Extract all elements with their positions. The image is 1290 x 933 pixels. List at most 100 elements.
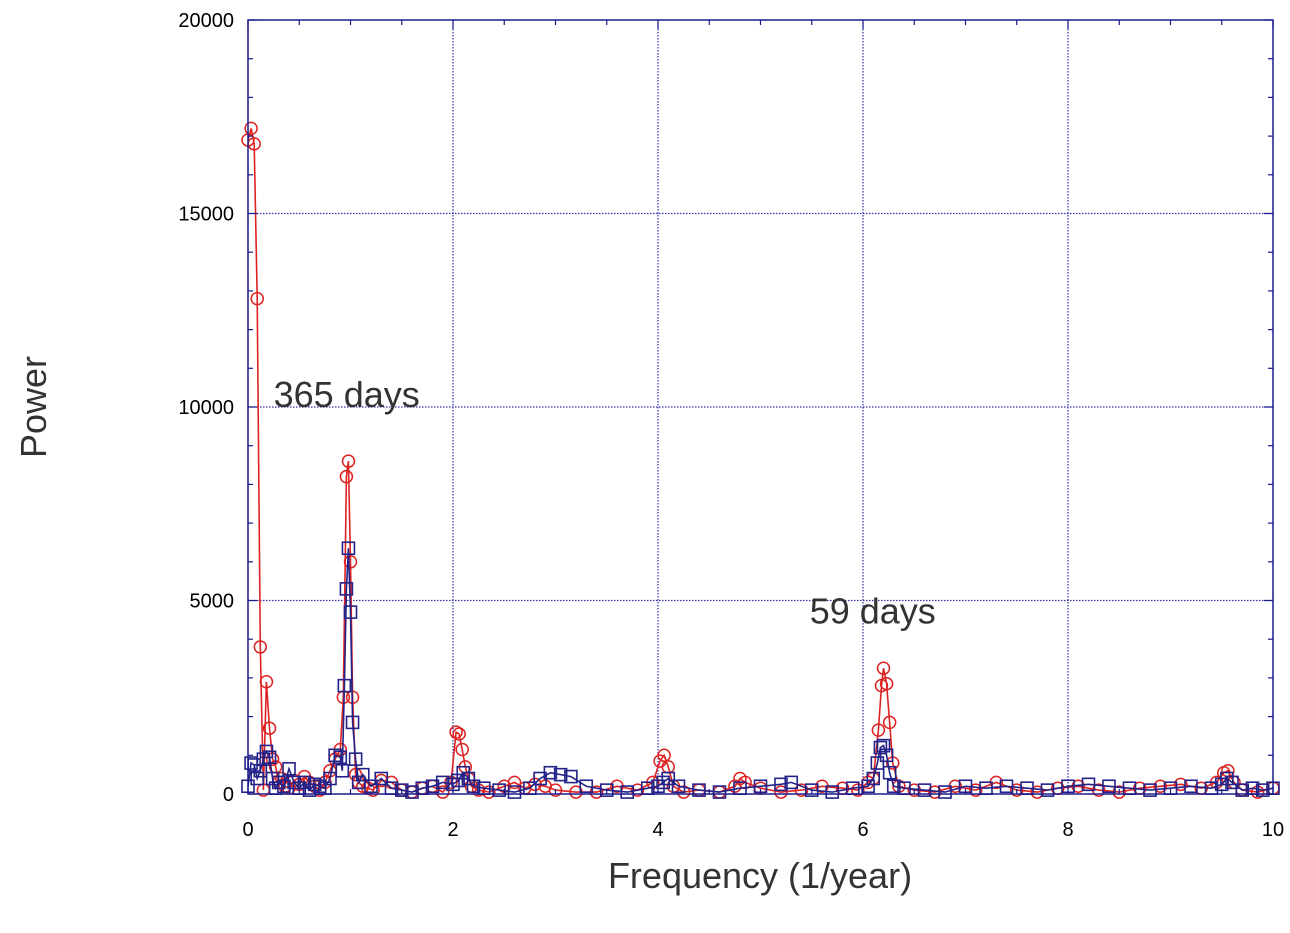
data-point xyxy=(656,775,670,790)
data-point xyxy=(345,715,360,730)
data-point xyxy=(333,750,348,765)
data-point xyxy=(825,785,840,799)
y-tick-label: 20000 xyxy=(178,10,234,32)
data-point xyxy=(253,640,268,654)
data-point xyxy=(262,721,277,735)
x-tick-label: 0 xyxy=(242,819,253,841)
data-point xyxy=(620,785,635,799)
data-point xyxy=(250,291,264,306)
data-point xyxy=(355,767,370,782)
data-point xyxy=(861,779,875,794)
data-point xyxy=(507,775,522,790)
data-point xyxy=(879,676,894,691)
data-point xyxy=(999,779,1014,794)
data-point xyxy=(1225,775,1239,790)
data-point xyxy=(461,771,476,786)
data-point xyxy=(339,582,354,596)
data-point xyxy=(1081,777,1096,792)
data-point xyxy=(1010,783,1024,797)
data-point xyxy=(1143,783,1157,797)
series-square xyxy=(241,541,1280,799)
data-point xyxy=(1153,779,1167,794)
data-point xyxy=(1184,779,1198,794)
data-point xyxy=(271,775,286,790)
data-point xyxy=(712,785,727,799)
series-layer xyxy=(241,121,1280,799)
data-point xyxy=(579,779,594,794)
x-tick-label: 2 xyxy=(447,819,458,841)
data-point xyxy=(282,762,296,776)
data-point xyxy=(364,779,378,794)
data-point xyxy=(774,785,788,799)
data-point xyxy=(374,771,389,786)
grid xyxy=(248,20,1273,794)
data-point xyxy=(455,742,469,757)
data-point xyxy=(466,779,481,794)
minor-ticks xyxy=(247,19,1274,795)
data-point xyxy=(1255,783,1270,797)
data-point xyxy=(1250,785,1265,799)
data-point xyxy=(543,765,558,780)
data-point xyxy=(969,783,983,797)
data-point xyxy=(882,765,897,780)
data-point xyxy=(1102,779,1116,794)
y-tick-label: 5000 xyxy=(190,591,235,613)
data-point xyxy=(492,783,506,797)
data-point xyxy=(876,738,891,753)
data-point xyxy=(405,785,419,799)
data-point xyxy=(871,723,886,737)
data-point xyxy=(250,771,265,786)
x-tick-labels: 0 2 4 6 8 10 xyxy=(242,819,1284,841)
annotations: 365 days 59 days xyxy=(274,374,936,632)
data-point xyxy=(348,767,363,782)
data-point xyxy=(297,775,312,790)
data-point xyxy=(794,783,809,797)
annotation-label: 365 days xyxy=(274,374,420,415)
data-point xyxy=(876,661,891,675)
x-axis-title: Frequency (1/year) xyxy=(608,855,912,896)
data-point xyxy=(259,675,274,689)
data-point xyxy=(341,454,356,468)
data-point xyxy=(879,748,894,763)
y-tick-label: 10000 xyxy=(178,397,234,419)
data-point xyxy=(1030,785,1044,799)
annotation-label: 59 days xyxy=(810,591,936,632)
data-point xyxy=(244,121,258,136)
y-tick-label: 15000 xyxy=(178,204,234,226)
data-point xyxy=(548,783,563,797)
data-point xyxy=(343,605,358,619)
data-point xyxy=(435,775,450,790)
data-point xyxy=(348,752,363,766)
data-point xyxy=(917,783,932,797)
data-point xyxy=(307,777,322,792)
data-point xyxy=(882,715,897,730)
data-point xyxy=(804,783,819,797)
data-point xyxy=(277,779,291,794)
data-point xyxy=(1220,771,1234,786)
data-point xyxy=(870,756,885,770)
data-point xyxy=(671,779,686,794)
data-point xyxy=(774,777,788,792)
x-tick-label: 10 xyxy=(1262,819,1284,841)
data-point xyxy=(425,779,440,794)
data-point xyxy=(341,541,356,556)
data-point xyxy=(343,555,358,569)
data-point xyxy=(507,785,522,799)
data-point xyxy=(262,750,277,765)
data-point xyxy=(335,763,350,778)
data-point xyxy=(851,783,865,797)
data-point xyxy=(692,783,706,797)
data-point xyxy=(1174,777,1188,792)
x-tick-label: 8 xyxy=(1062,819,1073,841)
x-tick-label: 6 xyxy=(857,819,868,841)
data-point xyxy=(337,678,352,693)
data-point xyxy=(630,783,645,797)
data-point xyxy=(784,775,799,790)
data-point xyxy=(482,785,496,799)
series-circle xyxy=(241,121,1280,799)
series-line-square xyxy=(247,548,1274,793)
data-point xyxy=(339,469,354,484)
data-point xyxy=(1040,783,1055,797)
data-point xyxy=(394,783,409,797)
